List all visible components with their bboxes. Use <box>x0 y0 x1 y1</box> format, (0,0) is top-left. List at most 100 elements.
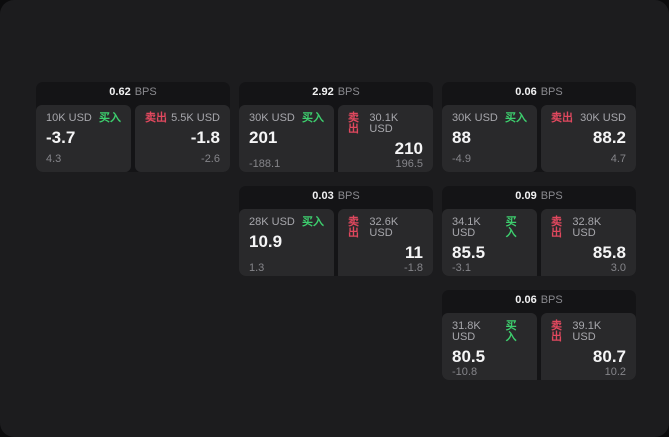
quote-card: 2.92 BPS 30K USD 买入 201 -188.1 卖出 30.1K … <box>239 82 433 172</box>
sell-quote-panel[interactable]: 卖出 30K USD 88.2 4.7 <box>541 105 636 172</box>
buy-size-label: 10K USD <box>46 112 92 124</box>
buy-quote-panel[interactable]: 34.1K USD 买入 85.5 -3.1 <box>442 209 537 276</box>
buy-panel-header: 34.1K USD 买入 <box>452 217 527 239</box>
buy-side-label: 买入 <box>302 112 324 124</box>
sell-price: 85.8 <box>592 243 626 262</box>
buy-price: -3.7 <box>46 128 76 147</box>
sell-quote-panel[interactable]: 卖出 39.1K USD 80.7 10.2 <box>541 313 636 380</box>
buy-price: 88 <box>452 128 471 147</box>
sell-panel-header: 卖出 32.8K USD <box>551 217 626 239</box>
sell-panel-header: 卖出 39.1K USD <box>551 321 626 343</box>
bps-suffix: BPS <box>337 190 360 202</box>
buy-side-label: 买入 <box>505 216 517 239</box>
buy-quote-panel[interactable]: 30K USD 买入 201 -188.1 <box>239 105 334 172</box>
sell-quote-panel[interactable]: 卖出 32.6K USD 11 -1.8 <box>338 209 433 276</box>
sell-size-label: 32.6K USD <box>369 216 399 239</box>
sell-price: 210 <box>394 139 423 158</box>
bps-value: 0.06 <box>515 86 537 98</box>
quote-panels: 30K USD 买入 201 -188.1 卖出 30.1K USD 210 1… <box>239 105 433 172</box>
sell-panel-header: 卖出 30K USD <box>551 113 626 124</box>
card-header: 0.06 BPS <box>442 82 636 103</box>
sell-price: -1.8 <box>190 128 220 147</box>
bps-value: 0.62 <box>109 86 131 98</box>
bps-suffix: BPS <box>134 86 157 98</box>
buy-sub-value: 1.3 <box>249 261 265 274</box>
sell-side-label: 卖出 <box>348 216 359 239</box>
quote-panels: 31.8K USD 买入 80.5 -10.8 卖出 39.1K USD 80.… <box>442 313 636 380</box>
bps-value: 0.09 <box>515 190 537 202</box>
buy-quote-panel[interactable]: 10K USD 买入 -3.7 4.3 <box>36 105 131 172</box>
sell-sub-value: 10.2 <box>604 365 626 378</box>
buy-quote-panel[interactable]: 31.8K USD 买入 80.5 -10.8 <box>442 313 537 380</box>
buy-sub-value: -4.9 <box>452 153 471 165</box>
quote-panels: 10K USD 买入 -3.7 4.3 卖出 5.5K USD -1.8 -2.… <box>36 105 230 172</box>
buy-panel-header: 30K USD 买入 <box>452 113 527 124</box>
buy-sub-value: -188.1 <box>249 157 281 170</box>
buy-panel-header: 30K USD 买入 <box>249 113 324 124</box>
sell-size-label: 30K USD <box>580 112 626 124</box>
sell-price: 11 <box>405 243 423 262</box>
quote-panels: 30K USD 买入 88 -4.9 卖出 30K USD 88.2 4.7 <box>442 105 636 172</box>
sell-sub-value: 196.5 <box>395 157 423 170</box>
sell-price: 88.2 <box>592 128 626 147</box>
buy-sub-value: 4.3 <box>46 153 62 165</box>
buy-price: 80.5 <box>452 347 486 366</box>
sell-size-label: 39.1K USD <box>572 320 602 343</box>
quote-card: 0.06 BPS 31.8K USD 买入 80.5 -10.8 卖出 39.1… <box>442 290 636 380</box>
quote-card: 0.06 BPS 30K USD 买入 88 -4.9 卖出 30K USD 8… <box>442 82 636 172</box>
sell-sub-value: 4.7 <box>610 153 626 165</box>
quote-card: 0.62 BPS 10K USD 买入 -3.7 4.3 卖出 5.5K USD… <box>36 82 230 172</box>
sell-side-label: 卖出 <box>551 112 573 124</box>
buy-side-label: 买入 <box>99 112 121 124</box>
sell-sub-value: -1.8 <box>404 261 423 274</box>
quote-card-grid: 0.62 BPS 10K USD 买入 -3.7 4.3 卖出 5.5K USD… <box>36 82 636 380</box>
buy-side-label: 买入 <box>302 216 324 228</box>
quote-card: 0.03 BPS 28K USD 买入 10.9 1.3 卖出 32.6K US… <box>239 186 433 276</box>
quote-panels: 34.1K USD 买入 85.5 -3.1 卖出 32.8K USD 85.8… <box>442 209 636 276</box>
buy-size-label: 34.1K USD <box>452 216 481 239</box>
bps-suffix: BPS <box>540 190 563 202</box>
card-header: 0.06 BPS <box>442 290 636 311</box>
sell-side-label: 卖出 <box>551 320 562 343</box>
sell-sub-value: -2.6 <box>201 153 220 165</box>
bps-value: 0.06 <box>515 294 537 306</box>
sell-size-label: 30.1K USD <box>369 112 399 135</box>
buy-sub-value: -3.1 <box>452 261 471 274</box>
buy-size-label: 28K USD <box>249 216 295 228</box>
sell-quote-panel[interactable]: 卖出 30.1K USD 210 196.5 <box>338 105 433 172</box>
sell-price: 80.7 <box>592 347 626 366</box>
buy-panel-header: 10K USD 买入 <box>46 113 121 124</box>
buy-quote-panel[interactable]: 30K USD 买入 88 -4.9 <box>442 105 537 172</box>
sell-size-label: 32.8K USD <box>572 216 602 239</box>
buy-panel-header: 28K USD 买入 <box>249 217 324 228</box>
buy-sub-value: -10.8 <box>452 365 478 378</box>
buy-size-label: 31.8K USD <box>452 320 481 343</box>
sell-panel-header: 卖出 5.5K USD <box>145 113 220 124</box>
buy-quote-panel[interactable]: 28K USD 买入 10.9 1.3 <box>239 209 334 276</box>
buy-price: 201 <box>249 128 278 147</box>
sell-side-label: 卖出 <box>551 216 562 239</box>
card-header: 0.62 BPS <box>36 82 230 103</box>
card-header: 0.03 BPS <box>239 186 433 207</box>
buy-size-label: 30K USD <box>452 112 498 124</box>
sell-quote-panel[interactable]: 卖出 32.8K USD 85.8 3.0 <box>541 209 636 276</box>
bps-value: 0.03 <box>312 190 334 202</box>
buy-size-label: 30K USD <box>249 112 295 124</box>
bps-value: 2.92 <box>312 86 334 98</box>
sell-side-label: 卖出 <box>145 112 167 124</box>
bps-suffix: BPS <box>337 86 360 98</box>
buy-price: 10.9 <box>249 232 283 251</box>
bps-suffix: BPS <box>540 294 563 306</box>
sell-side-label: 卖出 <box>348 112 359 135</box>
sell-panel-header: 卖出 30.1K USD <box>348 113 423 135</box>
buy-panel-header: 31.8K USD 买入 <box>452 321 527 343</box>
quote-card: 0.09 BPS 34.1K USD 买入 85.5 -3.1 卖出 32.8K… <box>442 186 636 276</box>
sell-quote-panel[interactable]: 卖出 5.5K USD -1.8 -2.6 <box>135 105 230 172</box>
sell-panel-header: 卖出 32.6K USD <box>348 217 423 239</box>
bps-suffix: BPS <box>540 86 563 98</box>
buy-side-label: 买入 <box>505 320 517 343</box>
buy-side-label: 买入 <box>505 112 527 124</box>
sell-sub-value: 3.0 <box>610 261 626 274</box>
card-header: 2.92 BPS <box>239 82 433 103</box>
